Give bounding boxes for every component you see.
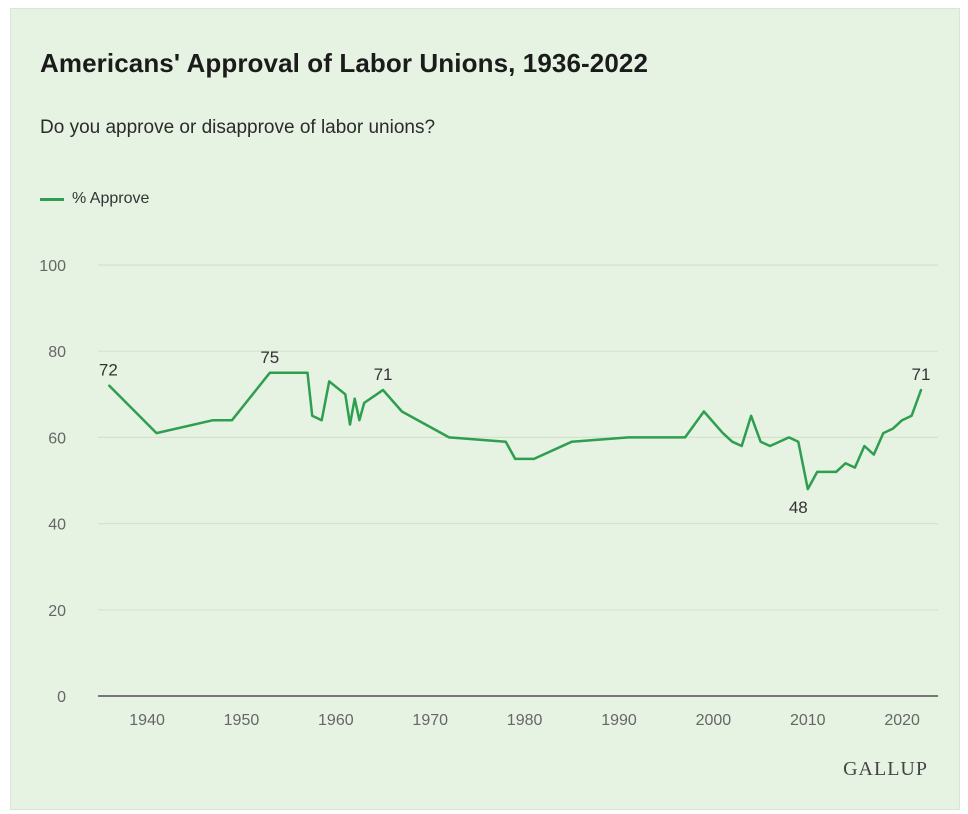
gallup-logo: GALLUP bbox=[843, 758, 928, 780]
x-tick-label-1970: 1970 bbox=[412, 712, 448, 729]
series-line-approve bbox=[108, 371, 923, 491]
x-tick-label-1950: 1950 bbox=[224, 712, 260, 729]
y-tick-label-0: 0 bbox=[57, 689, 66, 706]
data-label-1965: 71 bbox=[374, 365, 393, 384]
legend: % Approve bbox=[40, 190, 149, 208]
y-tick-label-40: 40 bbox=[48, 517, 66, 534]
x-tick-label-1960: 1960 bbox=[318, 712, 354, 729]
x-tick-label-2000: 2000 bbox=[696, 712, 732, 729]
data-label-1936: 72 bbox=[99, 361, 118, 380]
chart-title: Americans' Approval of Labor Unions, 193… bbox=[40, 48, 649, 78]
x-tick-label-1980: 1980 bbox=[507, 712, 543, 729]
data-label-2009: 48 bbox=[789, 498, 808, 517]
data-label-2022: 71 bbox=[912, 365, 931, 384]
legend-label: % Approve bbox=[72, 190, 150, 207]
chart-subtitle: Do you approve or disapprove of labor un… bbox=[40, 117, 436, 138]
data-label-1953: 75 bbox=[260, 348, 279, 367]
y-tick-label-100: 100 bbox=[39, 258, 66, 275]
x-tick-label-1940: 1940 bbox=[129, 712, 165, 729]
x-tick-label-2010: 2010 bbox=[790, 712, 826, 729]
y-tick-label-60: 60 bbox=[48, 430, 66, 447]
legend-swatch bbox=[40, 197, 64, 201]
y-tick-label-20: 20 bbox=[48, 603, 66, 620]
x-tick-label-2020: 2020 bbox=[884, 712, 920, 729]
y-tick-label-80: 80 bbox=[48, 344, 66, 361]
x-tick-label-1990: 1990 bbox=[601, 712, 637, 729]
chart-card bbox=[10, 8, 960, 810]
